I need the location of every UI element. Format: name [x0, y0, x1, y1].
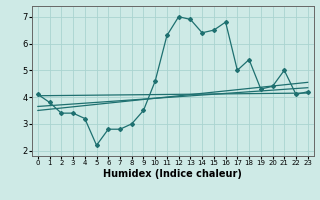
X-axis label: Humidex (Indice chaleur): Humidex (Indice chaleur)	[103, 169, 242, 179]
